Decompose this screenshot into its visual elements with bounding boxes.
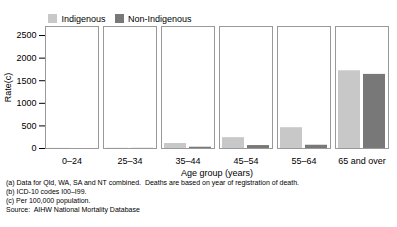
html-text:Source: AIHW National Mortalit: Source: AIHW National Mortality Database (6, 206, 140, 213)
svg-text:35–44: 35–44 (175, 156, 200, 166)
svg-text:0–24: 0–24 (62, 156, 82, 166)
html-text:(a) Data for Qld, WA, SA and N: (a) Data for Qld, WA, SA and NT combined… (6, 179, 299, 186)
svg-text:1500: 1500 (16, 76, 36, 86)
svg-text:45–54: 45–54 (233, 156, 258, 166)
svg-text:25–34: 25–34 (117, 156, 142, 166)
svg-text:1000: 1000 (16, 98, 36, 108)
svg-text:Rate(c): Rate(c) (3, 73, 13, 103)
svg-text:500: 500 (21, 121, 36, 131)
html-text:(c) Per 100,000 population.: (c) Per 100,000 population. (6, 197, 91, 204)
svg-text:2500: 2500 (16, 30, 36, 40)
html-text:Non-Indigenous: Non-Indigenous (128, 13, 192, 24)
svg-text:65 and over: 65 and over (338, 156, 386, 166)
svg-text:0: 0 (31, 143, 36, 153)
svg-text:Age group (years): Age group (years) (181, 168, 253, 178)
svg-text:55–64: 55–64 (291, 156, 316, 166)
svg-text:2000: 2000 (16, 53, 36, 63)
html-text:Indigenous: Indigenous (61, 13, 106, 24)
html-text:(b) ICD-10 codes I00–I99.: (b) ICD-10 codes I00–I99. (6, 188, 87, 195)
